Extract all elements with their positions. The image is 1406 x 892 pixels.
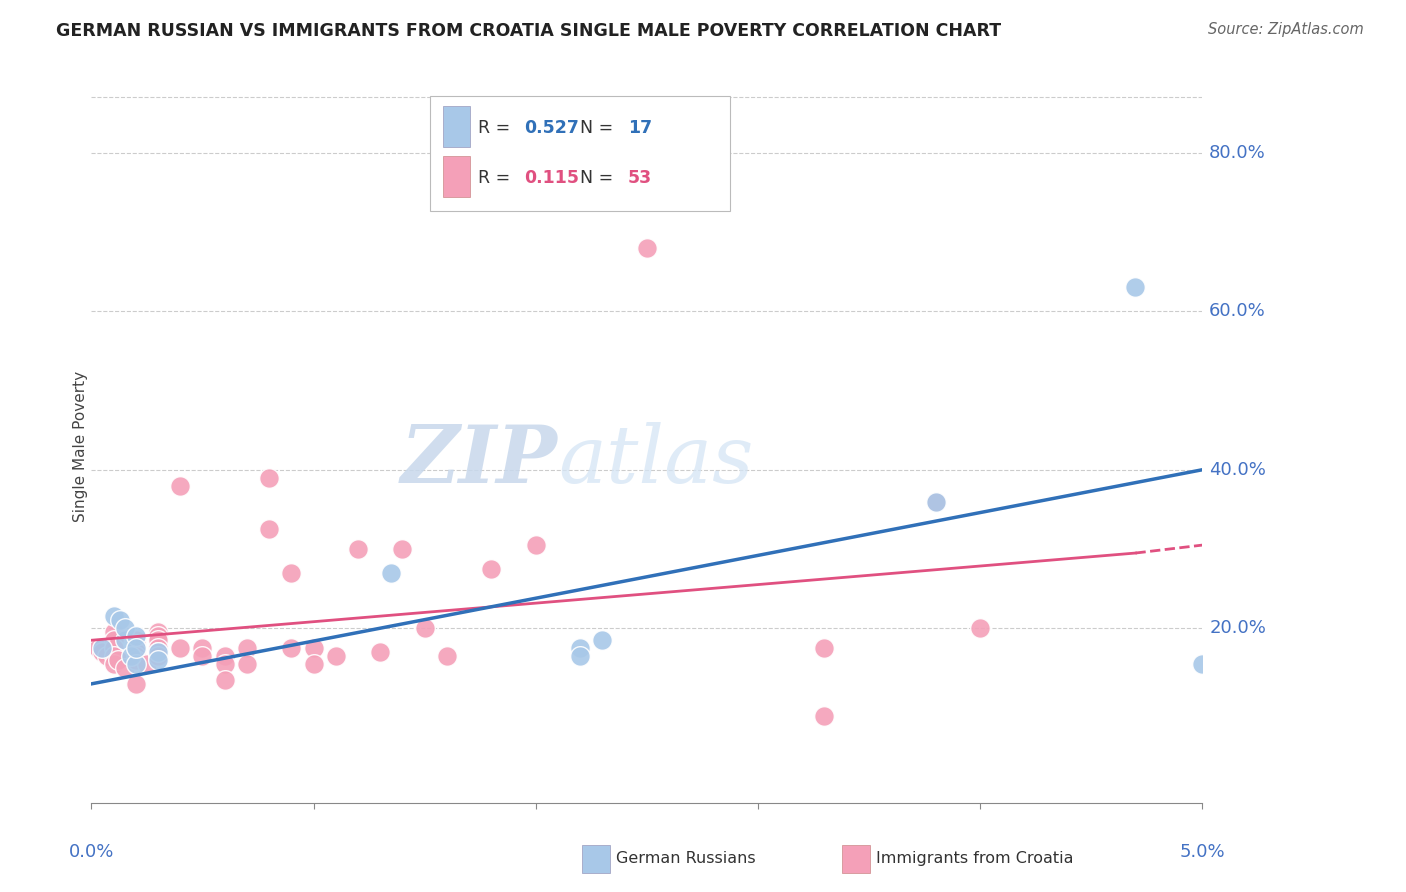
Point	[146, 625, 169, 640]
Point	[214, 657, 236, 671]
Point	[280, 641, 302, 656]
Point	[107, 653, 129, 667]
Point	[325, 649, 347, 664]
Text: 5.0%: 5.0%	[1180, 843, 1225, 861]
Point	[236, 641, 259, 656]
Point	[347, 542, 370, 557]
Point	[524, 538, 547, 552]
Text: 17: 17	[628, 120, 652, 137]
Point	[96, 649, 118, 664]
Point	[368, 645, 391, 659]
Point	[125, 649, 148, 664]
Text: atlas: atlas	[558, 422, 754, 499]
Text: 80.0%: 80.0%	[1209, 144, 1265, 161]
Point	[125, 641, 148, 656]
Point	[479, 562, 502, 576]
Point	[169, 641, 191, 656]
Text: Source: ZipAtlas.com: Source: ZipAtlas.com	[1208, 22, 1364, 37]
Point	[146, 645, 169, 659]
Point	[146, 649, 169, 664]
FancyBboxPatch shape	[430, 96, 730, 211]
Point	[924, 494, 946, 508]
Point	[214, 649, 236, 664]
Point	[924, 494, 946, 508]
FancyBboxPatch shape	[443, 106, 470, 147]
Text: N =: N =	[581, 120, 619, 137]
Point	[413, 621, 436, 635]
Text: 0.0%: 0.0%	[69, 843, 114, 861]
Point	[391, 542, 413, 557]
Text: Immigrants from Croatia: Immigrants from Croatia	[876, 852, 1073, 866]
Point	[114, 621, 136, 635]
Point	[380, 566, 402, 580]
Point	[569, 649, 592, 664]
Point	[569, 641, 592, 656]
Point	[103, 657, 125, 671]
Text: 60.0%: 60.0%	[1209, 302, 1265, 320]
Point	[125, 637, 148, 651]
Point	[191, 641, 214, 656]
Point	[169, 478, 191, 492]
Point	[125, 633, 148, 648]
Text: 0.115: 0.115	[524, 169, 579, 187]
Point	[146, 633, 169, 648]
FancyBboxPatch shape	[443, 156, 470, 197]
Point	[114, 661, 136, 675]
Point	[103, 625, 125, 640]
Point	[191, 649, 214, 664]
Point	[813, 708, 835, 723]
Point	[257, 471, 280, 485]
Text: 20.0%: 20.0%	[1209, 619, 1265, 638]
Text: 53: 53	[628, 169, 652, 187]
Point	[135, 657, 157, 671]
Point	[146, 653, 169, 667]
Point	[969, 621, 991, 635]
Point	[91, 645, 114, 659]
Point	[125, 677, 148, 691]
Text: German Russians: German Russians	[616, 852, 755, 866]
Text: R =: R =	[478, 169, 522, 187]
Point	[146, 645, 169, 659]
Text: GERMAN RUSSIAN VS IMMIGRANTS FROM CROATIA SINGLE MALE POVERTY CORRELATION CHART: GERMAN RUSSIAN VS IMMIGRANTS FROM CROATI…	[56, 22, 1001, 40]
Point	[103, 641, 125, 656]
Y-axis label: Single Male Poverty: Single Male Poverty	[73, 370, 87, 522]
Point	[91, 641, 114, 656]
Point	[302, 657, 325, 671]
Point	[87, 641, 110, 656]
Point	[302, 641, 325, 656]
Point	[146, 641, 169, 656]
Point	[125, 645, 148, 659]
Point	[436, 649, 458, 664]
Point	[103, 649, 125, 664]
Point	[636, 241, 658, 255]
Point	[1191, 657, 1213, 671]
Point	[813, 641, 835, 656]
Point	[125, 629, 148, 643]
Point	[114, 633, 136, 648]
Text: 0.527: 0.527	[524, 120, 579, 137]
Point	[1125, 280, 1147, 294]
Point	[257, 522, 280, 536]
Point	[569, 145, 592, 160]
Text: 40.0%: 40.0%	[1209, 461, 1265, 479]
Text: N =: N =	[581, 169, 619, 187]
Point	[280, 566, 302, 580]
Point	[120, 649, 142, 664]
Point	[236, 657, 259, 671]
Text: R =: R =	[478, 120, 516, 137]
Point	[125, 641, 148, 656]
Point	[103, 633, 125, 648]
Text: ZIP: ZIP	[401, 422, 558, 499]
Point	[146, 629, 169, 643]
Point	[214, 673, 236, 687]
Point	[103, 609, 125, 624]
Point	[591, 633, 613, 648]
Point	[110, 614, 132, 628]
Point	[125, 657, 148, 671]
Point	[125, 653, 148, 667]
